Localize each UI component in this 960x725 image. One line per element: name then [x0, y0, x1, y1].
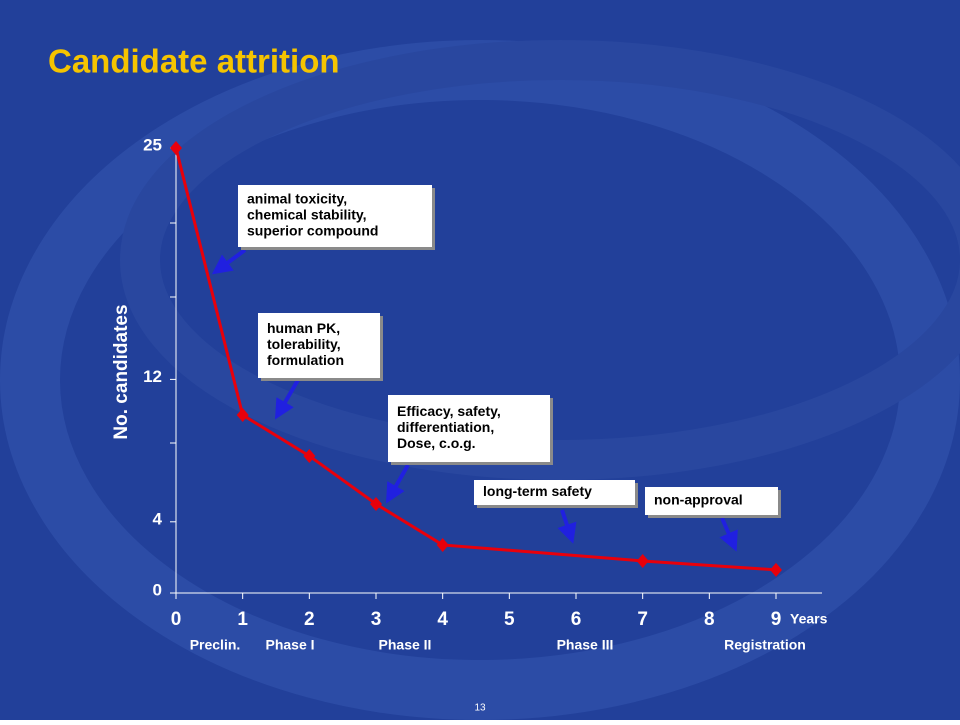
y-tick-label: 12 — [143, 367, 162, 386]
callout-box — [258, 313, 380, 378]
callout-arrow — [274, 378, 300, 420]
callout-text: non-approval — [654, 492, 743, 508]
data-point — [436, 537, 449, 552]
callout-arrow — [211, 248, 247, 275]
callout-arrow — [386, 464, 410, 504]
x-tick-label: 3 — [371, 609, 382, 630]
chart-title: Candidate attrition — [48, 43, 340, 80]
background-swirl — [120, 40, 960, 480]
x-tick-label: 6 — [571, 609, 582, 630]
callout-arrow — [719, 517, 738, 552]
y-axis-label: No. candidates — [111, 304, 132, 439]
x-tick-label: 0 — [171, 609, 182, 630]
x-tick-label: 8 — [704, 609, 715, 630]
callout-arrow — [557, 509, 577, 544]
x-tick-label: 7 — [637, 609, 648, 630]
x-tick-label: 9 — [771, 609, 782, 630]
callout-text: long-term safety — [483, 483, 592, 499]
y-tick-label: 25 — [143, 135, 162, 154]
data-point — [236, 408, 249, 422]
x-tick-label: 2 — [304, 609, 315, 630]
callout-text: Dose, c.o.g. — [397, 435, 476, 451]
page-number: 13 — [474, 703, 486, 714]
callout-text: human PK, — [267, 320, 340, 336]
callout-box — [645, 487, 778, 515]
x-tick-label: 5 — [504, 609, 515, 630]
callout-text: formulation — [267, 352, 344, 368]
data-point — [303, 448, 316, 463]
callout-text: chemical stability, — [247, 207, 367, 223]
phase-label: Preclin. — [190, 637, 241, 653]
data-point — [170, 141, 182, 155]
data-point — [770, 562, 782, 577]
data-point — [636, 553, 649, 568]
callout-text: animal toxicity, — [247, 191, 347, 207]
x-axis-label: Years — [790, 611, 828, 627]
phase-label: Registration — [724, 637, 806, 653]
minor-ticks — [170, 222, 176, 444]
phase-label: Phase II — [379, 637, 432, 653]
callout-text: superior compound — [247, 223, 378, 239]
callout-box — [474, 480, 635, 505]
y-tick-label: 0 — [153, 580, 162, 599]
callout-text: Efficacy, safety, — [397, 403, 501, 419]
x-tick-label: 1 — [237, 609, 248, 630]
phase-label: Phase I — [265, 637, 314, 653]
data-point — [370, 497, 382, 511]
callout-text: tolerability, — [267, 336, 341, 352]
x-tick-label: 4 — [437, 609, 448, 630]
callout-box — [388, 395, 550, 462]
phase-label: Phase III — [557, 637, 614, 653]
callout-box — [238, 185, 432, 247]
y-tick-label: 4 — [153, 509, 163, 528]
callout-text: differentiation, — [397, 419, 494, 435]
